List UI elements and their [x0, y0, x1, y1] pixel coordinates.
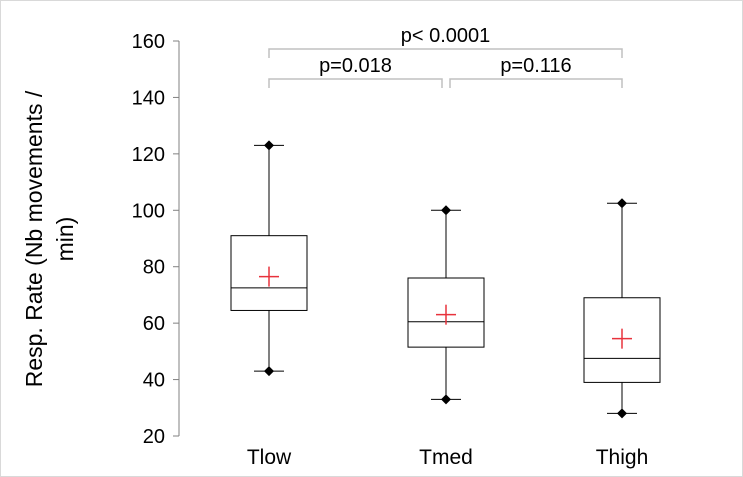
- y-axis-label-line: min): [52, 217, 78, 262]
- y-axis-label-line: Resp. Rate (Nb movements /: [21, 90, 47, 387]
- box-thigh: [583, 198, 661, 419]
- y-tick-label: 20: [143, 426, 165, 448]
- x-axis-labels: Tlow Tmed Thigh: [247, 446, 648, 469]
- y-axis: 20 40 60 80 100 120 140 160: [132, 31, 180, 448]
- bracket-line: [268, 78, 443, 88]
- significance-annotations: p< 0.0001 p=0.018 p=0.116: [268, 25, 623, 88]
- y-tick-label: 100: [132, 200, 165, 222]
- y-tick-label: 140: [132, 87, 165, 109]
- y-tick-label: 60: [143, 313, 165, 335]
- y-tick-label: 40: [143, 370, 165, 392]
- box-tlow: [230, 140, 308, 377]
- max-marker: [617, 198, 627, 209]
- significance-bracket: p< 0.0001: [268, 25, 623, 58]
- p-value-label: p=0.116: [500, 55, 571, 77]
- box-tmed: [407, 205, 485, 405]
- min-marker: [617, 408, 627, 419]
- x-category-label: Thigh: [596, 446, 649, 469]
- p-value-label: p=0.018: [319, 55, 392, 77]
- significance-bracket: p=0.116: [449, 55, 623, 88]
- x-category-label: Tlow: [247, 446, 292, 469]
- y-tick-label: 120: [132, 144, 165, 166]
- x-category-label: Tmed: [419, 446, 473, 469]
- bracket-line: [449, 78, 623, 88]
- significance-bracket: p=0.018: [268, 55, 443, 88]
- y-tick-label: 80: [143, 257, 165, 279]
- p-value-label: p< 0.0001: [401, 25, 491, 47]
- max-marker: [264, 140, 274, 151]
- min-marker: [441, 394, 451, 405]
- y-tick-label: 160: [132, 31, 165, 53]
- max-marker: [441, 205, 451, 216]
- y-axis-label: Resp. Rate (Nb movements / min): [21, 90, 78, 387]
- bracket-line: [268, 48, 623, 58]
- boxes: [230, 140, 661, 419]
- min-marker: [264, 366, 274, 377]
